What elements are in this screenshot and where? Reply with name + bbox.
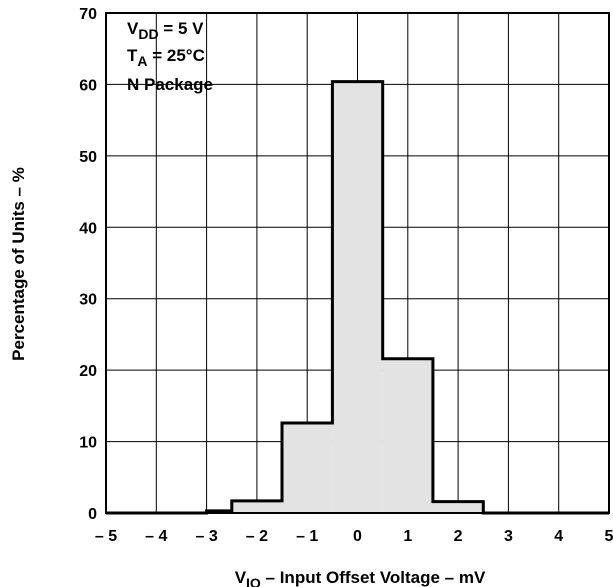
histogram-bar [432,501,484,513]
annotation-line-vdd: VDD = 5 V [127,19,204,42]
x-tick-label: 0 [353,528,362,545]
x-axis-label-symbol: V [235,568,247,587]
x-tick-label: – 4 [145,528,167,545]
histogram-bar [382,358,433,513]
annotation-vdd-subscript: DD [138,26,158,42]
histogram-bar [231,500,283,513]
y-tick-labels: 0 10 20 30 40 50 60 70 [79,6,97,523]
y-tick-label: 70 [79,6,97,23]
histogram-bars [106,80,609,515]
y-tick-label: 0 [88,506,97,523]
y-tick-label: 60 [79,77,97,94]
x-axis-label-text: – Input Offset Voltage – mV [261,568,486,587]
y-tick-label: 30 [79,292,97,309]
x-tick-label: 1 [403,528,412,545]
histogram-bar [332,81,383,514]
plot-frame [105,12,610,514]
y-tick-label: 40 [79,220,97,237]
annotation-line-ta: TA = 25°C [127,46,205,69]
x-axis-label: VIO – Input Offset Voltage – mV [235,568,486,587]
x-tick-label: 2 [454,528,463,545]
y-tick-label: 10 [79,435,97,452]
x-tick-label: – 3 [195,528,217,545]
annotation-vdd-value: = 5 V [159,19,205,38]
y-tick-label: 50 [79,149,97,166]
x-tick-label: 4 [554,528,563,545]
x-axis-label-subscript: IO [246,575,261,587]
x-tick-label: – 1 [296,528,318,545]
x-tick-label: 3 [504,528,513,545]
x-tick-label: – 2 [246,528,268,545]
annotation-vdd-symbol: V [127,19,139,38]
y-axis-label: Percentage of Units – % [9,167,28,361]
x-tick-labels: – 5 – 4 – 3 – 2 – 1 0 1 2 3 4 5 [95,528,613,545]
conditions-annotation: VDD = 5 V TA = 25°C N Package [127,19,213,94]
histogram-bar [282,423,333,513]
annotation-ta-subscript: A [137,53,147,69]
annotation-ta-value: = 25°C [148,46,205,65]
annotation-line-package: N Package [127,75,213,94]
annotation-ta-symbol: T [127,46,138,65]
x-tick-label: – 5 [95,528,117,545]
y-tick-label: 20 [79,363,97,380]
x-tick-label: 5 [605,528,613,545]
